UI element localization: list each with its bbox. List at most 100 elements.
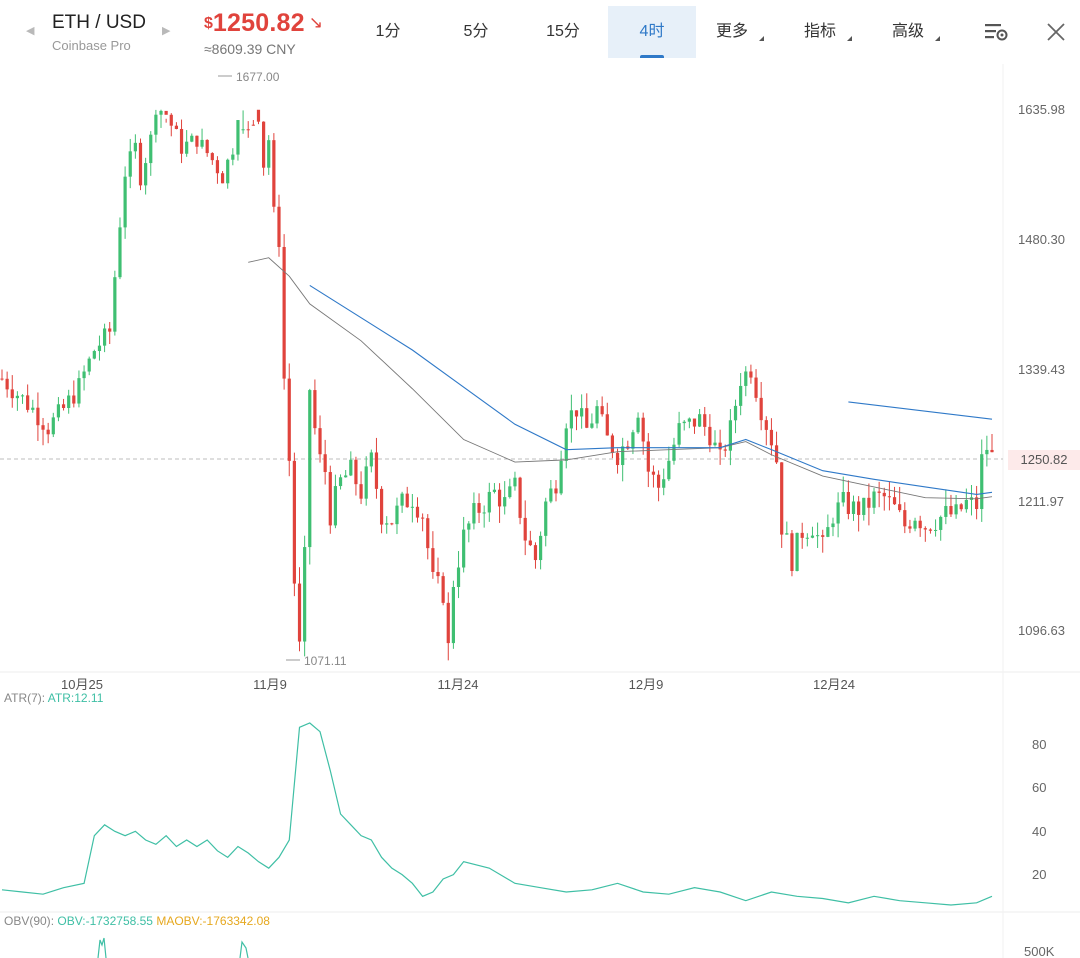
- candle: [262, 121, 266, 176]
- candle: [836, 492, 840, 538]
- candle: [892, 486, 897, 505]
- candle: [841, 476, 845, 507]
- candle: [631, 429, 635, 455]
- candle: [559, 450, 563, 496]
- candle: [369, 449, 373, 473]
- chevron-right-icon[interactable]: ▶: [162, 25, 171, 37]
- candle: [205, 139, 209, 157]
- atr-legend[interactable]: ATR(7): ATR:12.11: [4, 691, 104, 705]
- tab-label: 4时: [639, 23, 665, 40]
- candle: [426, 514, 430, 560]
- candle: [682, 420, 686, 431]
- pair-title[interactable]: ETH / USD: [52, 12, 146, 33]
- tab-4hour[interactable]: 4时: [608, 6, 696, 58]
- candle: [313, 379, 317, 435]
- candle: [497, 483, 502, 523]
- candle: [800, 522, 804, 549]
- candle: [867, 483, 871, 526]
- low-label: 1071.11: [304, 654, 347, 668]
- candle: [436, 557, 440, 584]
- obv-y-tick: 500K: [1024, 944, 1055, 958]
- tab-5min[interactable]: 5分: [434, 6, 518, 58]
- candle: [441, 572, 445, 606]
- candle: [667, 446, 671, 482]
- candle: [944, 489, 948, 525]
- candle: [636, 412, 640, 434]
- candle: [964, 488, 968, 513]
- candle: [323, 439, 327, 485]
- candle: [236, 120, 240, 161]
- chart-settings-icon[interactable]: [983, 20, 1009, 44]
- candle: [123, 166, 127, 239]
- dropdown-corner-icon: [935, 36, 940, 41]
- candle: [0, 369, 4, 381]
- candle: [338, 474, 343, 490]
- candle: [759, 381, 763, 431]
- candle: [241, 110, 245, 134]
- tab-1min[interactable]: 1分: [346, 6, 430, 58]
- candle: [97, 335, 102, 361]
- tab-more[interactable]: 更多: [698, 6, 766, 58]
- candle: [77, 370, 81, 408]
- high-label: 1677.00: [236, 70, 280, 84]
- candle: [605, 402, 609, 436]
- dropdown-corner-icon: [759, 36, 764, 41]
- candle: [739, 373, 743, 416]
- candle: [754, 369, 758, 402]
- obv-legend[interactable]: OBV(90): OBV:-1732758.55 MAOBV:-1763342.…: [4, 914, 270, 928]
- candle: [462, 516, 466, 573]
- candle: [646, 433, 650, 488]
- candle: [133, 134, 137, 159]
- y-tick: 1635.98: [1018, 102, 1065, 117]
- candle: [749, 364, 753, 384]
- candle: [692, 418, 697, 434]
- candle: [826, 514, 830, 538]
- candle: [990, 434, 994, 453]
- candle: [595, 400, 599, 429]
- price-value: 1250.82: [212, 9, 305, 37]
- dropdown-corner-icon: [847, 36, 852, 41]
- candle: [672, 437, 676, 465]
- candle: [656, 470, 661, 502]
- candle: [226, 158, 230, 189]
- candle: [887, 481, 892, 511]
- candle: [267, 135, 271, 175]
- candle: [877, 481, 881, 508]
- candle: [585, 393, 589, 429]
- candle: [872, 487, 876, 514]
- ma-fast-tail-line: [848, 401, 993, 420]
- candle: [600, 396, 604, 417]
- candle: [282, 234, 286, 390]
- candle: [503, 481, 507, 515]
- candle: [67, 389, 71, 414]
- candle: [220, 171, 225, 184]
- atr-y-tick: 60: [1032, 780, 1046, 795]
- candle: [744, 366, 748, 397]
- candle: [903, 502, 907, 534]
- x-tick: 12月24: [813, 677, 855, 692]
- candle: [928, 528, 933, 534]
- atr-line: [1, 722, 993, 906]
- atr-y-tick: 20: [1032, 867, 1046, 882]
- y-tick: 1096.63: [1018, 623, 1065, 638]
- close-icon[interactable]: [1044, 20, 1068, 44]
- chevron-left-icon[interactable]: ◀: [26, 25, 35, 37]
- tab-label: 5分: [463, 23, 489, 40]
- candle: [61, 398, 66, 411]
- candle: [333, 474, 338, 529]
- candle: [379, 486, 384, 534]
- candle: [318, 415, 322, 463]
- exchange-name: Coinbase Pro: [52, 38, 131, 53]
- candle: [882, 487, 886, 511]
- obv-series: [97, 937, 249, 958]
- tab-indicators[interactable]: 指标: [786, 6, 854, 58]
- tab-advanced[interactable]: 高级: [874, 6, 942, 58]
- candle: [626, 440, 630, 451]
- candle: [821, 529, 825, 553]
- tab-15min[interactable]: 15分: [520, 6, 606, 58]
- candle: [20, 394, 25, 404]
- candle: [169, 113, 173, 137]
- candle: [108, 321, 112, 345]
- candle: [303, 535, 307, 657]
